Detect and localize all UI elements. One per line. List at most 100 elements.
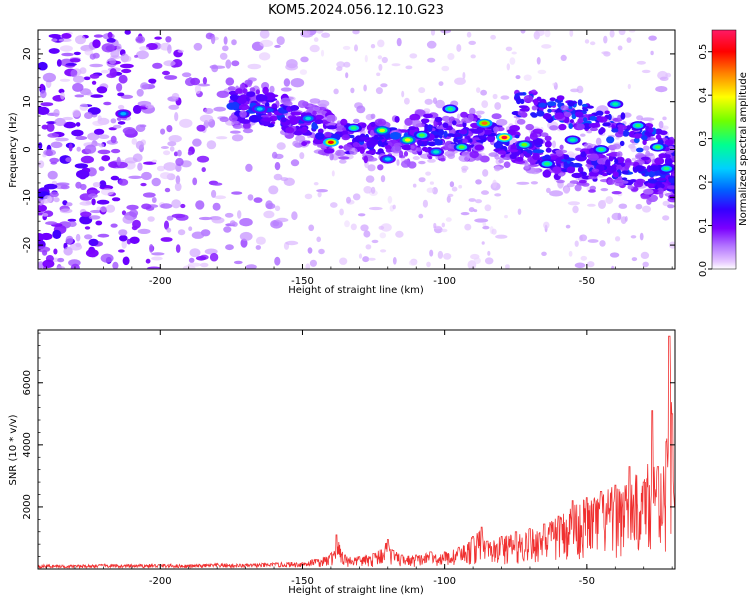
noise-cell [65, 157, 72, 163]
noise-cell [481, 241, 485, 245]
noise-cell [111, 197, 121, 202]
noise-cell [304, 193, 313, 200]
noise-cell [618, 203, 628, 209]
noise-cell [258, 52, 271, 61]
noise-cell [630, 235, 637, 239]
noise-cell [92, 182, 101, 188]
noise-cell [285, 63, 298, 71]
ridge-cell [614, 159, 619, 164]
noise-cell [605, 196, 614, 205]
noise-cell [167, 44, 172, 54]
noise-cell [101, 43, 115, 53]
ridge-cell [563, 154, 570, 160]
noise-cell [72, 82, 84, 92]
noise-cell [330, 202, 338, 208]
noise-cell [145, 258, 151, 264]
noise-cell [212, 202, 221, 211]
noise-cell [43, 149, 56, 157]
ridge-cell [434, 116, 443, 123]
noise-cell [376, 72, 381, 77]
noise-cell [196, 124, 206, 132]
noise-cell [75, 233, 81, 242]
noise-cell [315, 30, 324, 34]
ridge-cell [583, 142, 594, 149]
ridge-cell [444, 150, 456, 157]
noise-cell [169, 146, 175, 152]
noise-cell [342, 45, 351, 50]
noise-cell [164, 220, 169, 230]
ridge-cell [500, 154, 505, 158]
noise-cell [68, 221, 77, 228]
noise-cell [60, 184, 70, 190]
ridge-cell [230, 101, 240, 110]
ridge-cell [297, 100, 307, 109]
noise-cell [435, 99, 445, 109]
colorbar: 0.0 0.1 0.2 0.3 0.4 0.5 Normalized spectral a… [698, 29, 749, 277]
noise-cell [368, 206, 383, 211]
noise-cell [160, 146, 169, 149]
ridge-cell [391, 145, 402, 154]
noise-cell [223, 226, 232, 233]
noise-cell [541, 44, 552, 49]
noise-cell [380, 175, 386, 183]
noise-cell [609, 30, 615, 38]
noise-cell [110, 175, 120, 181]
ridge-cell [640, 156, 650, 161]
noise-cell [103, 101, 112, 106]
noise-cell [91, 80, 97, 85]
noise-cell [563, 187, 570, 194]
ridge-cell [620, 162, 626, 168]
noise-cell [196, 155, 210, 163]
noise-cell [199, 114, 214, 123]
noise-cell [509, 57, 516, 65]
ridge-cell [415, 147, 423, 152]
colorbar-tick-label: 0.1 [698, 218, 709, 234]
noise-cell [92, 52, 100, 59]
ridge-cell [356, 105, 366, 114]
ridge-cell [581, 103, 588, 108]
ridge-cell [627, 184, 634, 190]
ridge-cell [394, 116, 400, 123]
ridge-cell [428, 141, 437, 147]
noise-cell [339, 159, 347, 164]
noise-cell [392, 204, 396, 210]
noise-cell [119, 234, 128, 242]
ridge-cell [424, 148, 430, 153]
ridge-cell [404, 117, 413, 126]
ridge-cell [607, 178, 615, 185]
noise-cell [216, 90, 229, 99]
ridge-cell [611, 128, 619, 133]
ridge-cell [577, 118, 584, 124]
noise-cell [443, 253, 452, 260]
noise-cell [67, 218, 77, 222]
noise-cell [303, 30, 311, 36]
ridge-cell [471, 128, 483, 134]
noise-cell [53, 109, 60, 117]
noise-cell [339, 257, 348, 265]
noise-cell [231, 39, 237, 46]
noise-cell [74, 163, 89, 169]
ridge-cell [523, 95, 534, 103]
noise-cell [504, 214, 508, 219]
noise-cell [55, 137, 69, 142]
ridge-cell [482, 129, 493, 135]
noise-cell [662, 200, 670, 207]
ridge-cell [516, 118, 526, 125]
noise-cell [639, 232, 644, 241]
noise-cell [543, 221, 550, 229]
ridge-cell [611, 191, 622, 195]
noise-cell [91, 198, 96, 206]
noise-cell [74, 94, 85, 98]
hotspot-core [654, 145, 661, 149]
ridge-cell [295, 135, 306, 142]
noise-cell [180, 203, 186, 209]
hotspot-core [350, 126, 357, 130]
ridge-cell [654, 157, 665, 165]
ridge-cell [341, 134, 351, 141]
ridge-cell [547, 108, 552, 113]
noise-cell [482, 169, 489, 177]
ridge-cell [559, 144, 564, 150]
ridge-cell [544, 135, 552, 142]
noise-cell [147, 216, 155, 222]
noise-cell [42, 249, 48, 256]
